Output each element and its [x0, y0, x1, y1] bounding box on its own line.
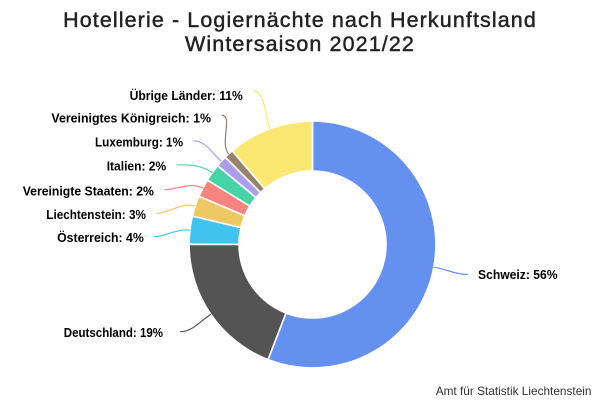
- svg-text:Deutschland: 19%: Deutschland: 19%: [64, 325, 164, 340]
- svg-text:Österreich: 4%: Österreich: 4%: [57, 230, 144, 245]
- svg-text:Übrige Länder: 11%: Übrige Länder: 11%: [130, 88, 244, 103]
- svg-text:Italien: 2%: Italien: 2%: [107, 158, 167, 173]
- svg-text:Schweiz: 56%: Schweiz: 56%: [478, 267, 558, 282]
- svg-text:Liechtenstein: 3%: Liechtenstein: 3%: [46, 207, 146, 222]
- svg-text:Vereinigtes Königreich: 1%: Vereinigtes Königreich: 1%: [51, 111, 211, 126]
- svg-text:Luxemburg: 1%: Luxemburg: 1%: [95, 134, 183, 149]
- svg-text:Vereinigte Staaten: 2%: Vereinigte Staaten: 2%: [23, 183, 155, 198]
- svg-text:Amt für Statistik Liechtenstei: Amt für Statistik Liechtenstein: [436, 384, 592, 398]
